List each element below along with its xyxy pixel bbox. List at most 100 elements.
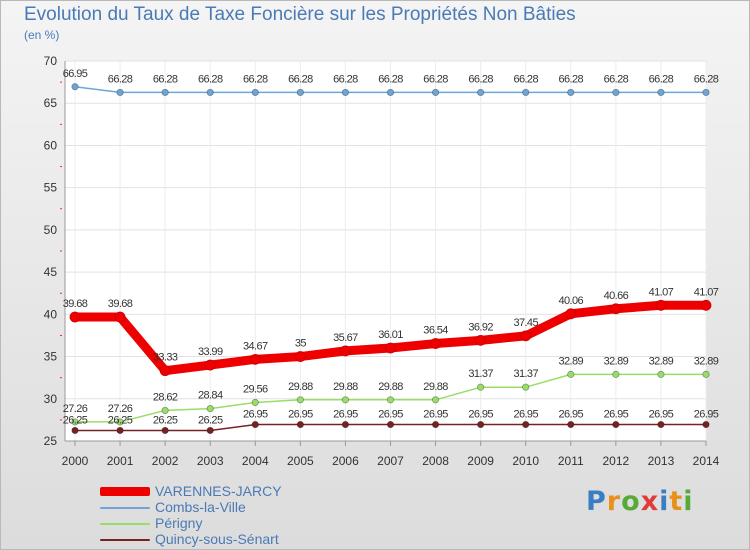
- logo-letter: o: [621, 486, 641, 517]
- x-tick-label: 2014: [693, 454, 720, 468]
- data-label-combs-la-ville: 66.28: [108, 73, 133, 85]
- data-label-perigny: 28.62: [153, 391, 178, 403]
- data-label-varennes-jarcy: 34.67: [243, 340, 268, 352]
- data-label-perigny: 31.37: [513, 368, 538, 380]
- x-tick-label: 2011: [558, 454, 584, 468]
- logo-letter: P: [586, 486, 607, 517]
- legend-swatch-combs-la-ville: [100, 507, 150, 509]
- data-label-varennes-jarcy: 41.07: [694, 286, 719, 298]
- y-tick-label: 25: [44, 434, 58, 448]
- data-point-quincy-sous-senart: [567, 420, 575, 429]
- x-tick-label: 2012: [603, 454, 630, 468]
- data-point-quincy-sous-senart: [116, 426, 124, 435]
- data-label-varennes-jarcy: 40.06: [559, 295, 584, 307]
- data-label-perigny: 32.89: [559, 355, 584, 367]
- data-label-combs-la-ville: 66.28: [243, 73, 268, 85]
- data-point-varennes-jarcy: [520, 330, 532, 342]
- data-label-combs-la-ville: 66.28: [423, 73, 448, 85]
- data-label-quincy-sous-senart: 26.95: [243, 409, 268, 421]
- data-label-quincy-sous-senart: 26.25: [198, 414, 223, 426]
- data-point-varennes-jarcy: [204, 359, 216, 371]
- data-label-perigny: 29.88: [288, 381, 313, 393]
- data-point-quincy-sous-senart: [657, 420, 665, 429]
- data-point-combs-la-ville: [431, 88, 440, 97]
- legend-label-perigny: Périgny: [155, 515, 203, 531]
- legend-item-combs-la-ville: Combs-la-Ville: [100, 499, 380, 516]
- data-point-combs-la-ville: [522, 88, 530, 97]
- data-label-combs-la-ville: 66.28: [153, 73, 178, 85]
- data-point-combs-la-ville: [251, 88, 259, 97]
- data-label-combs-la-ville: 66.28: [604, 73, 629, 85]
- data-point-combs-la-ville: [477, 88, 485, 97]
- data-point-perigny: [702, 370, 710, 378]
- y-tick-label: 40: [44, 307, 58, 321]
- data-point-quincy-sous-senart: [251, 420, 259, 429]
- data-point-combs-la-ville: [116, 88, 124, 97]
- y-tick-label: 70: [44, 54, 58, 68]
- data-point-perigny: [161, 406, 169, 415]
- data-label-varennes-jarcy: 39.68: [63, 298, 88, 310]
- legend-label-varennes-jarcy: VARENNES-JARCY: [155, 483, 282, 499]
- data-point-perigny: [386, 396, 395, 404]
- legend-label-combs-la-ville: Combs-la-Ville: [155, 499, 246, 515]
- data-label-varennes-jarcy: 36.01: [378, 329, 403, 341]
- data-point-varennes-jarcy: [475, 334, 487, 346]
- data-label-varennes-jarcy: 35.67: [333, 332, 358, 344]
- data-label-perigny: 29.56: [243, 383, 268, 395]
- data-point-perigny: [206, 404, 214, 413]
- data-point-varennes-jarcy: [430, 338, 441, 349]
- data-label-perigny: 29.88: [378, 381, 403, 393]
- data-point-perigny: [296, 396, 304, 404]
- data-point-perigny: [477, 383, 485, 391]
- data-point-perigny: [612, 370, 620, 378]
- data-point-perigny: [431, 396, 440, 404]
- legend-swatch-varennes-jarcy: [100, 487, 150, 496]
- data-label-varennes-jarcy: 36.54: [423, 325, 448, 337]
- data-point-combs-la-ville: [206, 88, 214, 97]
- data-label-perigny: 28.84: [198, 390, 223, 402]
- data-label-varennes-jarcy: 37.45: [513, 317, 538, 329]
- x-tick-label: 2013: [648, 454, 675, 468]
- data-label-combs-la-ville: 66.28: [378, 73, 403, 85]
- data-point-varennes-jarcy: [610, 303, 622, 315]
- y-tick-label: 35: [44, 350, 58, 364]
- data-point-varennes-jarcy: [294, 351, 306, 362]
- data-label-combs-la-ville: 66.28: [333, 73, 358, 85]
- data-label-quincy-sous-senart: 26.95: [423, 409, 448, 421]
- data-label-varennes-jarcy: 40.66: [604, 290, 629, 302]
- y-tick-label: 65: [44, 96, 58, 110]
- data-label-combs-la-ville: 66.28: [288, 73, 313, 85]
- data-label-quincy-sous-senart: 26.95: [288, 409, 313, 421]
- legend-item-varennes-jarcy: VARENNES-JARCY: [100, 483, 380, 500]
- data-point-varennes-jarcy: [114, 311, 126, 323]
- data-point-combs-la-ville: [341, 88, 350, 97]
- x-tick-label: 2009: [467, 454, 494, 468]
- x-tick-label: 2001: [107, 454, 134, 468]
- data-label-combs-la-ville: 66.28: [559, 73, 584, 85]
- data-label-combs-la-ville: 66.28: [513, 73, 538, 85]
- data-point-quincy-sous-senart: [431, 420, 440, 429]
- data-label-quincy-sous-senart: 26.25: [153, 414, 178, 426]
- chart-subtitle: (en %): [24, 28, 60, 42]
- logo-letter: i: [683, 486, 694, 517]
- data-point-quincy-sous-senart: [71, 426, 79, 435]
- data-point-quincy-sous-senart: [477, 420, 485, 429]
- data-point-combs-la-ville: [612, 88, 620, 97]
- data-point-combs-la-ville: [386, 88, 395, 97]
- data-label-varennes-jarcy: 41.07: [649, 286, 674, 298]
- data-label-quincy-sous-senart: 26.95: [559, 409, 584, 421]
- data-label-combs-la-ville: 66.28: [198, 73, 223, 85]
- data-label-perigny: 31.37: [468, 368, 493, 380]
- legend-swatch-quincy-sous-senart: [100, 539, 150, 541]
- data-point-varennes-jarcy: [700, 299, 712, 311]
- x-tick-label: 2003: [197, 454, 224, 468]
- data-point-varennes-jarcy: [249, 353, 261, 365]
- data-point-quincy-sous-senart: [612, 420, 620, 429]
- y-tick-label: 60: [44, 138, 58, 152]
- data-label-combs-la-ville: 66.28: [694, 73, 719, 85]
- y-tick-label: 55: [44, 181, 58, 195]
- data-label-quincy-sous-senart: 26.95: [649, 409, 674, 421]
- data-label-combs-la-ville: 66.28: [468, 73, 493, 85]
- data-label-quincy-sous-senart: 26.95: [694, 409, 719, 421]
- data-point-combs-la-ville: [702, 88, 710, 97]
